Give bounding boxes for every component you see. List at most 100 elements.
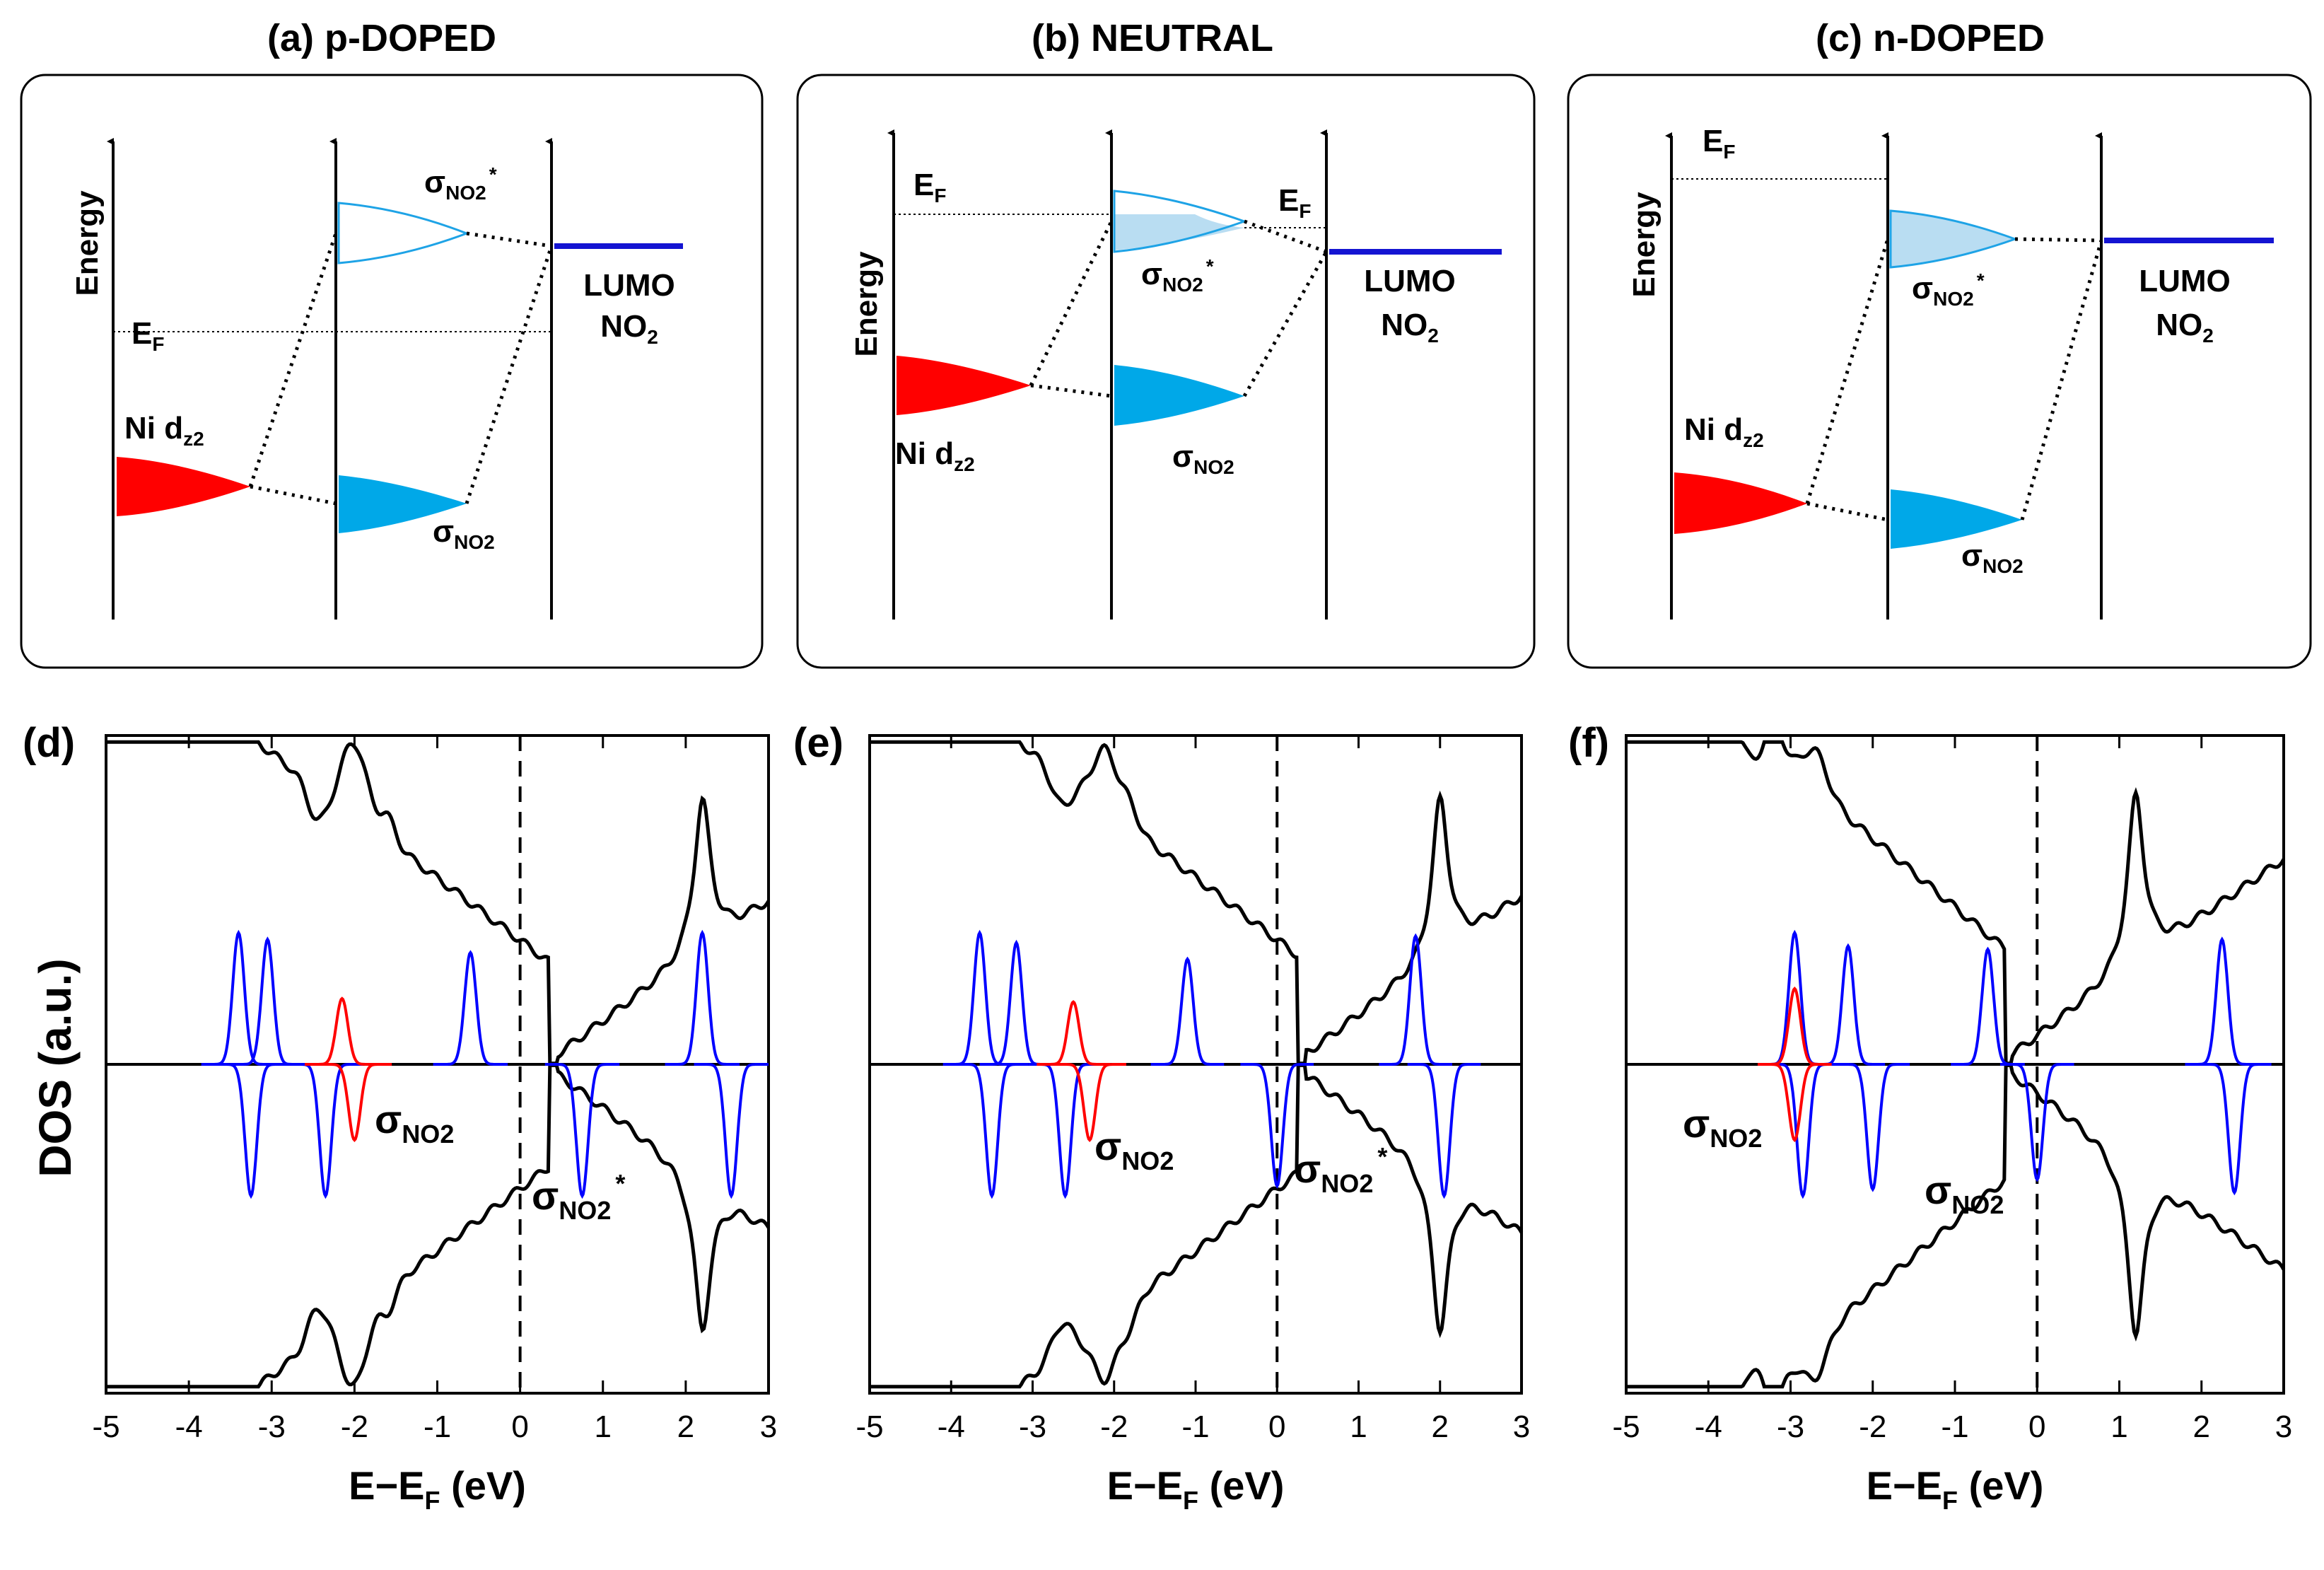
dos-plot-e: -5 -4 -3 -2 -1 0 1 2 3 E−EF (eV) σNO2 σNO2* <box>856 734 1530 1515</box>
lumo-label: LUMO <box>1364 264 1456 298</box>
no2-peak <box>214 1063 288 1199</box>
x-tick-label: -3 <box>1019 1409 1046 1444</box>
sigma-star-state <box>337 202 470 264</box>
total-dos-down <box>1626 1063 2286 1389</box>
x-tick-label: -5 <box>1612 1409 1640 1444</box>
sigma-annotation: σNO2* <box>1294 1142 1387 1198</box>
no2-peak <box>1028 1063 1102 1199</box>
ni-dz2-label: Ni dz2 <box>1684 412 1764 451</box>
sigma-no2-label: σNO2 <box>433 514 495 553</box>
x-tick-label: -5 <box>856 1409 883 1444</box>
lumo-no2-label: NO2 <box>2156 308 2214 347</box>
x-tick-label: -2 <box>1859 1409 1886 1444</box>
sigma-no2-label: σNO2 <box>1172 439 1234 478</box>
x-tick-label: 1 <box>2110 1409 2127 1444</box>
sigma-annotation: σNO2 <box>1925 1168 2004 1219</box>
no2-peak <box>1379 933 1452 1066</box>
diagram-title: (b) NEUTRAL <box>1032 17 1273 59</box>
no2-peak <box>1835 1063 1910 1192</box>
sigma-star-state <box>1113 190 1248 253</box>
energy-label: Energy <box>849 251 884 357</box>
diagram-c: (c) n-DOPED Energy EF Ni dz2 σNO2 σNO2* … <box>1567 17 2312 669</box>
fermi-level-label: EF <box>132 316 164 355</box>
x-tick-label: -3 <box>258 1409 286 1444</box>
ni-peak <box>1758 987 1832 1066</box>
sigma-star-state <box>1889 209 2019 269</box>
x-tick-label: 1 <box>595 1409 612 1444</box>
x-tick-label: 2 <box>677 1409 694 1444</box>
ni-dz2-label: Ni dz2 <box>895 436 975 475</box>
x-tick-label: 0 <box>511 1409 528 1444</box>
energy-label: Energy <box>1627 192 1662 298</box>
ni-peak <box>317 1063 392 1142</box>
x-axis-label: E−EF (eV) <box>1107 1463 1285 1515</box>
lumo-label: LUMO <box>583 268 675 303</box>
dos-plot-d: -5 -4 -3 -2 -1 0 1 2 3 E−EF (eV) σNO2 σNO2* <box>92 734 777 1515</box>
no2-peak <box>288 1063 363 1199</box>
no2-peak <box>1407 1063 1481 1199</box>
total-dos-up <box>1626 740 2286 1066</box>
no2-peak <box>1150 956 1225 1066</box>
ni-peak <box>1037 1000 1110 1066</box>
y-axis-label: DOS (a.u.) <box>30 958 81 1177</box>
correlation-lines <box>1805 237 2103 522</box>
no2-peak <box>433 950 508 1066</box>
no2-peak <box>1951 946 2025 1066</box>
lumo-no2-label: NO2 <box>1381 308 1439 347</box>
diagram-a: (a) p-DOPED Energy EF Ni dz2 σNO2 σNO2* … <box>20 17 764 669</box>
x-tick-label: 2 <box>2193 1409 2210 1444</box>
panel-label-e: (e) <box>793 720 843 766</box>
ni-dz2-state <box>117 457 250 516</box>
sigma-no2-state <box>1114 365 1244 426</box>
x-tick-label: -4 <box>1695 1409 1722 1444</box>
no2-peak <box>1811 943 1886 1066</box>
no2-peak <box>201 929 276 1066</box>
no2-peak <box>1999 1063 2074 1182</box>
no2-peak <box>1240 1063 1314 1190</box>
ni-peak <box>1758 1063 1832 1142</box>
x-tick-label: 3 <box>760 1409 777 1444</box>
sigma-star-filled <box>1891 211 2015 267</box>
diagram-frame <box>20 74 764 669</box>
total-dos-down <box>106 1063 771 1389</box>
no2-peak <box>2197 1063 2272 1196</box>
x-tick-label: -2 <box>341 1409 368 1444</box>
sigma-no2-state <box>1891 489 2022 549</box>
x-tick-label: 3 <box>2275 1409 2292 1444</box>
x-axis-label: E−EF (eV) <box>1867 1463 2044 1515</box>
dos-plot-f: -5 -4 -3 -2 -1 0 1 2 3 E−EF (eV) σNO2 σNO2 <box>1612 734 2292 1515</box>
fermi-level-label: EF <box>913 168 946 207</box>
ni-dz2-state <box>1674 472 1807 534</box>
ni-peak <box>305 996 380 1066</box>
sigma-no2-state <box>339 475 467 533</box>
sigma-annotation: σNO2* <box>532 1169 625 1225</box>
lumo-no2-label: NO2 <box>600 309 658 348</box>
x-tick-label: -2 <box>1100 1409 1128 1444</box>
diagram-title: (a) p-DOPED <box>267 17 496 59</box>
panel-label-d: (d) <box>23 720 75 766</box>
panel-label-f: (f) <box>1568 720 1609 766</box>
diagram-frame <box>796 74 1536 669</box>
x-axis-label: E−EF (eV) <box>349 1463 526 1515</box>
ni-dz2-label: Ni dz2 <box>124 411 204 450</box>
x-tick-label: 0 <box>2028 1409 2045 1444</box>
ni-dz2-state <box>897 356 1031 415</box>
sigma-star-filled <box>1114 214 1244 250</box>
diagram-b: (b) NEUTRAL Energy EF EF Ni dz2 σNO2 σNO… <box>796 17 1536 669</box>
x-tick-label: -4 <box>175 1409 203 1444</box>
lumo-label: LUMO <box>2139 264 2231 298</box>
x-tick-label: 0 <box>1268 1409 1285 1444</box>
x-tick-label: -1 <box>1941 1409 1968 1444</box>
sigma-annotation: σNO2 <box>1683 1101 1762 1153</box>
no2-peak <box>2185 936 2260 1066</box>
x-tick-label: -3 <box>1777 1409 1804 1444</box>
no2-peak <box>544 1063 620 1199</box>
fermi-level-label: EF <box>1703 124 1735 163</box>
total-dos-down <box>870 1063 1524 1389</box>
x-tick-label: -1 <box>424 1409 451 1444</box>
sigma-no2-label: σNO2 <box>1961 538 2024 577</box>
x-tick-label: 1 <box>1350 1409 1367 1444</box>
sigma-star-label: σNO2* <box>1912 269 1985 310</box>
ni-peak <box>1053 1063 1126 1142</box>
x-tick-label: 3 <box>1513 1409 1530 1444</box>
